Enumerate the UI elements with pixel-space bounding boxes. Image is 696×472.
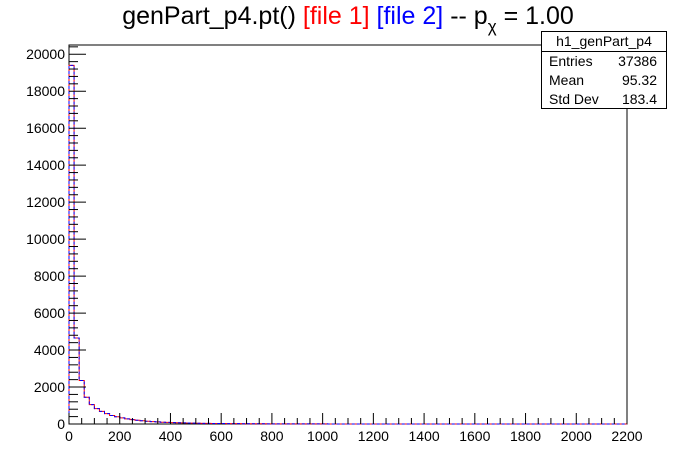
y-tick-label: 10000 xyxy=(26,231,65,247)
title-p-sub: χ xyxy=(487,17,497,36)
y-tick-label: 12000 xyxy=(26,194,65,210)
stats-row-mean: Mean 95.32 xyxy=(542,71,666,90)
x-tick-label: 1600 xyxy=(459,428,490,444)
stats-box: h1_genPart_p4 Entries 37386 Mean 95.32 S… xyxy=(541,31,667,109)
title-sep: -- xyxy=(450,2,467,30)
stats-row-entries: Entries 37386 xyxy=(542,52,666,71)
y-tick-label: 8000 xyxy=(34,268,65,284)
x-tick-label: 400 xyxy=(159,428,183,444)
title-eq: = 1.00 xyxy=(503,2,574,30)
x-tick-label: 1200 xyxy=(358,428,389,444)
chart-title: genPart_p4.pt() [file 1] [file 2] -- pχ … xyxy=(0,2,696,36)
histogram-series-1 xyxy=(68,64,627,425)
x-tick-label: 2200 xyxy=(611,428,642,444)
stats-value: 95.32 xyxy=(621,72,657,88)
x-tick-label: 1000 xyxy=(307,428,338,444)
x-tick-label: 600 xyxy=(210,428,234,444)
x-tick-label: 1800 xyxy=(510,428,541,444)
stats-value: 37386 xyxy=(618,53,657,69)
x-tick-label: 1400 xyxy=(409,428,440,444)
stats-value: 183.4 xyxy=(621,91,657,107)
x-tick-label: 0 xyxy=(65,428,73,444)
histogram-series-2 xyxy=(68,64,627,425)
x-tick-label: 2000 xyxy=(561,428,592,444)
stats-key: Entries xyxy=(549,53,593,69)
y-tick-label: 0 xyxy=(57,416,65,432)
x-tick-label: 200 xyxy=(108,428,132,444)
stats-name: h1_genPart_p4 xyxy=(542,32,666,52)
y-tick-label: 14000 xyxy=(26,157,65,173)
title-main: genPart_p4.pt() xyxy=(122,2,296,30)
x-tick-label: 800 xyxy=(260,428,284,444)
stats-key: Std Dev xyxy=(549,91,599,107)
y-tick-label: 6000 xyxy=(34,305,65,321)
y-tick-label: 2000 xyxy=(34,379,65,395)
title-p: p xyxy=(473,2,488,30)
stats-row-stddev: Std Dev 183.4 xyxy=(542,90,666,109)
y-tick-label: 20000 xyxy=(26,46,65,62)
stats-key: Mean xyxy=(549,72,585,88)
y-tick-label: 16000 xyxy=(26,120,65,136)
y-tick-label: 18000 xyxy=(26,83,65,99)
y-tick-label: 4000 xyxy=(34,342,65,358)
title-file1: [file 1] xyxy=(302,2,370,30)
title-file2: [file 2] xyxy=(376,2,444,30)
